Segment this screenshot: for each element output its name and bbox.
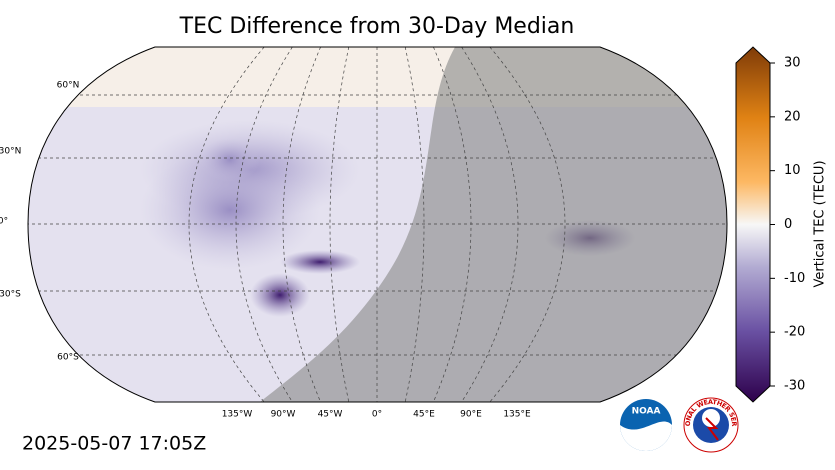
colorbar-tick-label: -20: [784, 325, 805, 340]
lat-label: 60°S: [57, 353, 79, 363]
lon-labels: 135°W 90°W 45°W 0° 45°E 90°E 135°E: [222, 410, 531, 420]
lat-label: 30°S: [0, 290, 21, 300]
lon-label: 90°E: [460, 410, 482, 420]
noaa-text: NOAA: [632, 407, 661, 417]
title: TEC Difference from 30-Day Median: [179, 14, 575, 39]
lon-label: 135°E: [503, 410, 531, 420]
meridian: [461, 47, 519, 402]
lon-label: 90°W: [271, 410, 296, 420]
colorbar-ticks: 30 20 10 0 -10 -20 -30: [770, 56, 805, 394]
colorbar: [735, 46, 771, 403]
meridian: [282, 47, 321, 402]
lon-label: 45°W: [318, 410, 343, 420]
colorbar-tick-label: 20: [784, 109, 801, 124]
map: [28, 47, 727, 402]
noaa-logo: NOAA: [620, 399, 672, 451]
lat-labels: 60°N 30°N 0° 30°S 60°S: [0, 81, 79, 363]
meridian: [433, 47, 472, 402]
timestamp: 2025-05-07 17:05Z: [22, 433, 206, 455]
lat-label: 0°: [0, 217, 8, 227]
lat-label: 30°N: [0, 147, 21, 157]
colorbar-label: Vertical TEC (TECU): [813, 160, 828, 287]
map-outline: [27, 46, 728, 403]
colorbar-tick-label: 0: [784, 217, 792, 232]
colorbar-tick-label: 10: [784, 163, 801, 178]
lon-label: 135°W: [222, 410, 253, 420]
colorbar-tick-label: -30: [784, 379, 805, 394]
lon-label: 0°: [372, 410, 382, 420]
lat-label: 60°N: [57, 81, 80, 91]
colorbar-tick-label: 30: [784, 56, 801, 71]
lon-label: 45°E: [413, 410, 435, 420]
meridian: [235, 47, 293, 402]
colorbar-tick-label: -10: [784, 271, 805, 286]
